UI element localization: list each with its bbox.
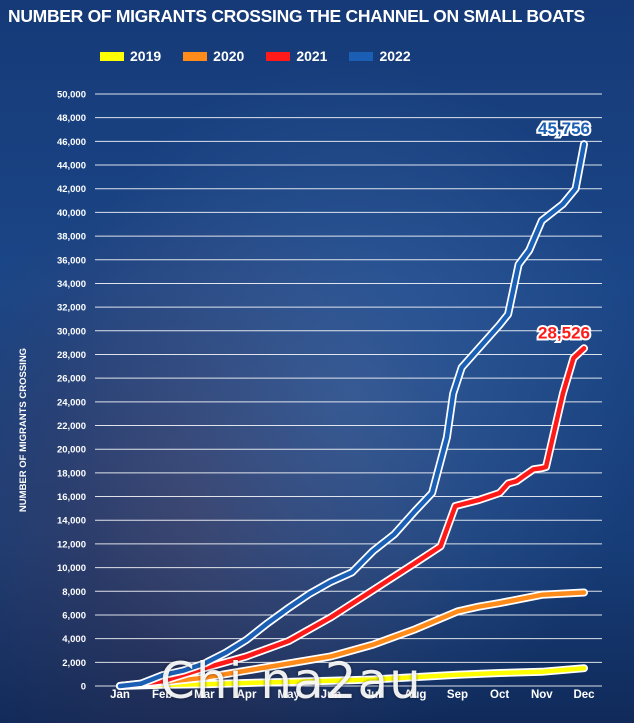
x-tick-label: Feb [152, 689, 172, 701]
y-tick-label: 40,000 [57, 208, 86, 219]
series-line-2022 [117, 141, 587, 689]
y-tick-label: 32,000 [57, 303, 86, 314]
y-tick-label: 42,000 [57, 184, 86, 195]
y-tick-label: 20,000 [57, 445, 86, 456]
series-line-2019 [117, 665, 587, 689]
y-tick-label: 16,000 [57, 492, 86, 503]
y-tick-label: 2,000 [62, 658, 86, 669]
legend-item-2022: 2022 [349, 48, 411, 64]
legend-swatch [100, 51, 124, 61]
x-tick-label: Oct [490, 689, 509, 701]
y-tick-label: 34,000 [57, 279, 86, 290]
legend-label: 2021 [296, 48, 328, 64]
legend-item-2020: 2020 [183, 48, 244, 64]
series-line-2021 [117, 346, 587, 689]
y-tick-label: 18,000 [57, 468, 86, 479]
legend-item-2019: 2019 [100, 48, 161, 64]
x-tick-label: Jan [110, 689, 130, 701]
x-tick-label: May [278, 689, 301, 701]
x-tick-label: Sep [447, 689, 468, 701]
y-tick-label: 12,000 [57, 539, 86, 550]
y-tick-label: 38,000 [57, 232, 86, 243]
legend-label: 2019 [130, 48, 162, 64]
watermark: Chi na2au [160, 652, 422, 710]
legend-label: 2020 [213, 48, 245, 64]
end-label-2022: 45,756 [538, 119, 590, 138]
y-tick-label: 50,000 [57, 90, 86, 101]
x-tick-label: Mar [194, 689, 215, 701]
end-label-2021: 28,526 [538, 323, 590, 342]
legend-swatch [349, 51, 374, 61]
y-tick-label: 36,000 [57, 255, 86, 266]
y-tick-label: 26,000 [57, 374, 86, 385]
series-line-2020 [117, 590, 587, 689]
y-tick-label: 14,000 [57, 516, 86, 527]
x-tick-label: Nov [531, 689, 553, 701]
legend-swatch [183, 51, 208, 61]
x-tick-label: Jun [321, 689, 341, 701]
y-tick-label: 24,000 [57, 397, 86, 408]
y-tick-label: 4,000 [62, 634, 86, 645]
legend-item-2021: 2021 [266, 48, 327, 64]
y-tick-label: 22,000 [57, 421, 86, 432]
legend-label: 2022 [379, 48, 411, 64]
y-tick-label: 10,000 [57, 563, 86, 574]
x-tick-label: Dec [573, 689, 595, 701]
y-tick-label: 44,000 [57, 161, 86, 172]
chart-title: NUMBER OF MIGRANTS CROSSING THE CHANNEL … [8, 6, 585, 26]
y-tick-label: 46,000 [57, 137, 86, 148]
y-tick-label: 28,000 [57, 350, 86, 361]
y-tick-label: 0 [81, 682, 86, 693]
y-tick-label: 48,000 [57, 113, 86, 124]
y-tick-label: 8,000 [62, 587, 86, 598]
legend: 2019 2020 2021 2022 [100, 46, 433, 66]
series-outline-2021 [116, 344, 588, 690]
y-tick-label: 6,000 [62, 610, 86, 621]
y-tick-label: 30,000 [57, 326, 86, 337]
x-tick-label: Apr [237, 689, 257, 701]
x-tick-label: Aug [404, 689, 426, 701]
x-tick-label: Jul [365, 689, 382, 701]
legend-swatch [266, 51, 291, 61]
y-axis-label: NUMBER OF MIGRANTS CROSSING [18, 348, 29, 512]
